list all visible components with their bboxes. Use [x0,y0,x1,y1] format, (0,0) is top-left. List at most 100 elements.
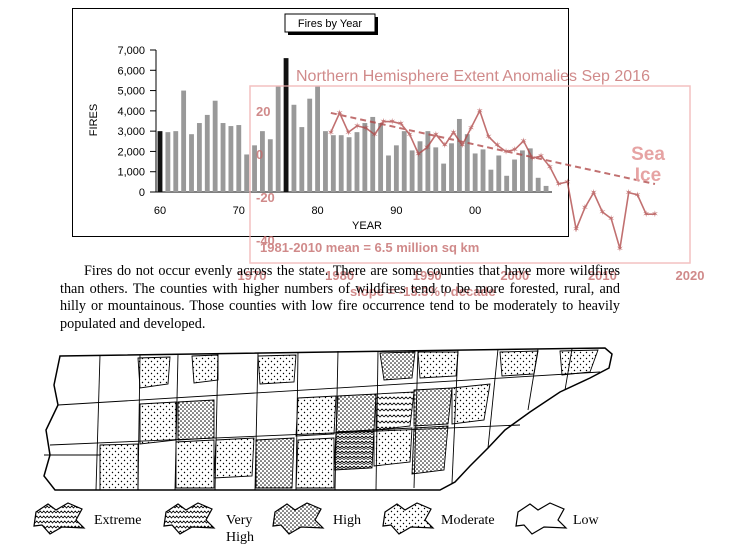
county-region [379,351,416,381]
fires-bar [189,134,194,192]
sea-ice-point: ✶ [336,109,344,119]
sea-ice-point: ✶ [388,118,396,128]
fires-y-tick-label: 0 [139,187,145,199]
sea-ice-point: ✶ [327,128,335,138]
sea-ice-point: ✶ [607,214,615,224]
sea-ice-point: ✶ [537,152,545,162]
legend-label-very-high-line1: Very [226,513,252,528]
fires-bar [401,131,407,192]
legend-swatch-extreme [33,502,86,535]
sea-ice-point: ✶ [572,225,580,235]
fires-y-tick-label: 3,000 [117,126,145,138]
sea-ice-point: ✶ [458,141,466,151]
fires-x-tick-label: 70 [233,205,245,217]
county-region [191,354,219,384]
sea-ice-point: ✶ [651,210,659,220]
body-paragraph: Fires do not occur evenly across the sta… [60,263,620,333]
county-region [333,429,375,471]
county-region [375,391,415,431]
county-grid [49,348,601,491]
sea-ice-point: ✶ [397,120,405,130]
sea-ice-point: ✶ [371,130,379,140]
fires-bar [543,185,549,192]
sea-ice-point: ✶ [634,191,642,201]
sea-ice-point: ✶ [406,130,414,140]
legend-label-moderate: Moderate [441,513,495,528]
sea-ice-point: ✶ [467,124,475,134]
sea-ice-point: ✶ [415,150,423,160]
legend-swatch-high [272,502,325,535]
sea-ice-mean-note: 1981-2010 mean = 6.5 million sq km [260,240,479,255]
county-region [559,349,599,376]
fires-bar [378,123,384,192]
county-region [451,383,491,425]
fires-bar [291,104,297,192]
fires-bar [181,90,187,192]
sea-ice-point: ✶ [625,189,633,199]
county-region [213,437,255,479]
fires-bar [370,116,376,192]
fires-bar [228,126,234,192]
fires-bar [204,114,210,192]
sea-ice-point: ✶ [380,118,388,128]
sea-ice-y-tick-label: 20 [256,104,270,119]
fires-bar [236,125,242,192]
fires-y-tick-label: 7,000 [117,45,145,57]
fires-y-tick-label: 4,000 [117,106,145,118]
fires-bar [196,123,202,192]
fires-bar [535,177,541,192]
sea-ice-point: ✶ [555,180,563,190]
county-region [373,427,413,467]
fires-bar [393,145,399,192]
sea-ice-point: ✶ [423,143,431,153]
fires-bar [425,131,431,192]
county-region [175,439,215,489]
sea-ice-label-ice: Ice [635,165,661,186]
fires-bar [330,135,336,192]
fires-bar [252,145,257,192]
fires-bar [496,155,502,192]
fires-bar [165,132,171,192]
fires-bar [386,155,391,192]
fires-bar [409,150,415,192]
body-paragraph-text: Fires do not occur evenly across the sta… [60,263,620,332]
fires-x-tick-label: 90 [390,205,402,217]
county-region [257,354,297,385]
fires-chart-title: Fires by Year [298,18,363,30]
fires-x-tick-label: 60 [154,205,166,217]
sea-ice-point: ✶ [590,189,598,199]
legend-label-high: High [333,513,361,528]
fires-bar [480,149,486,192]
legend-label-very-high-line2: High [226,530,254,545]
sea-ice-y-tick-label: 0 [256,147,263,162]
fires-bar [520,150,525,192]
legend-label-extreme: Extreme [94,513,141,528]
fires-bar [315,86,320,192]
fires-bar [354,132,360,192]
fires-bar [472,153,478,192]
sea-ice-y-tick-label: -40 [256,233,275,248]
sea-ice-point: ✶ [511,146,519,156]
sea-ice-x-tick-label: 2000 [500,268,529,283]
legend-swatch-low [515,502,568,535]
sea-ice-point: ✶ [529,154,537,164]
fires-y-tick-label: 6,000 [117,65,145,77]
sea-ice-point: ✶ [362,124,370,134]
fires-bar [464,134,470,192]
fires-bar [173,131,179,192]
fires-bar [220,123,226,192]
sea-ice-point: ✶ [345,128,353,138]
legend-swatch-moderate [382,502,435,535]
fires-bar [267,139,273,192]
fires-bar [157,131,163,192]
fires-bar [323,131,328,192]
fires-y-tick-label: 2,000 [117,146,145,158]
fires-bar [449,143,454,192]
sea-ice-x-tick-label: 1990 [413,268,442,283]
sea-ice-series-line [330,108,655,249]
fires-bar [307,98,313,192]
sea-ice-point: ✶ [546,163,554,173]
